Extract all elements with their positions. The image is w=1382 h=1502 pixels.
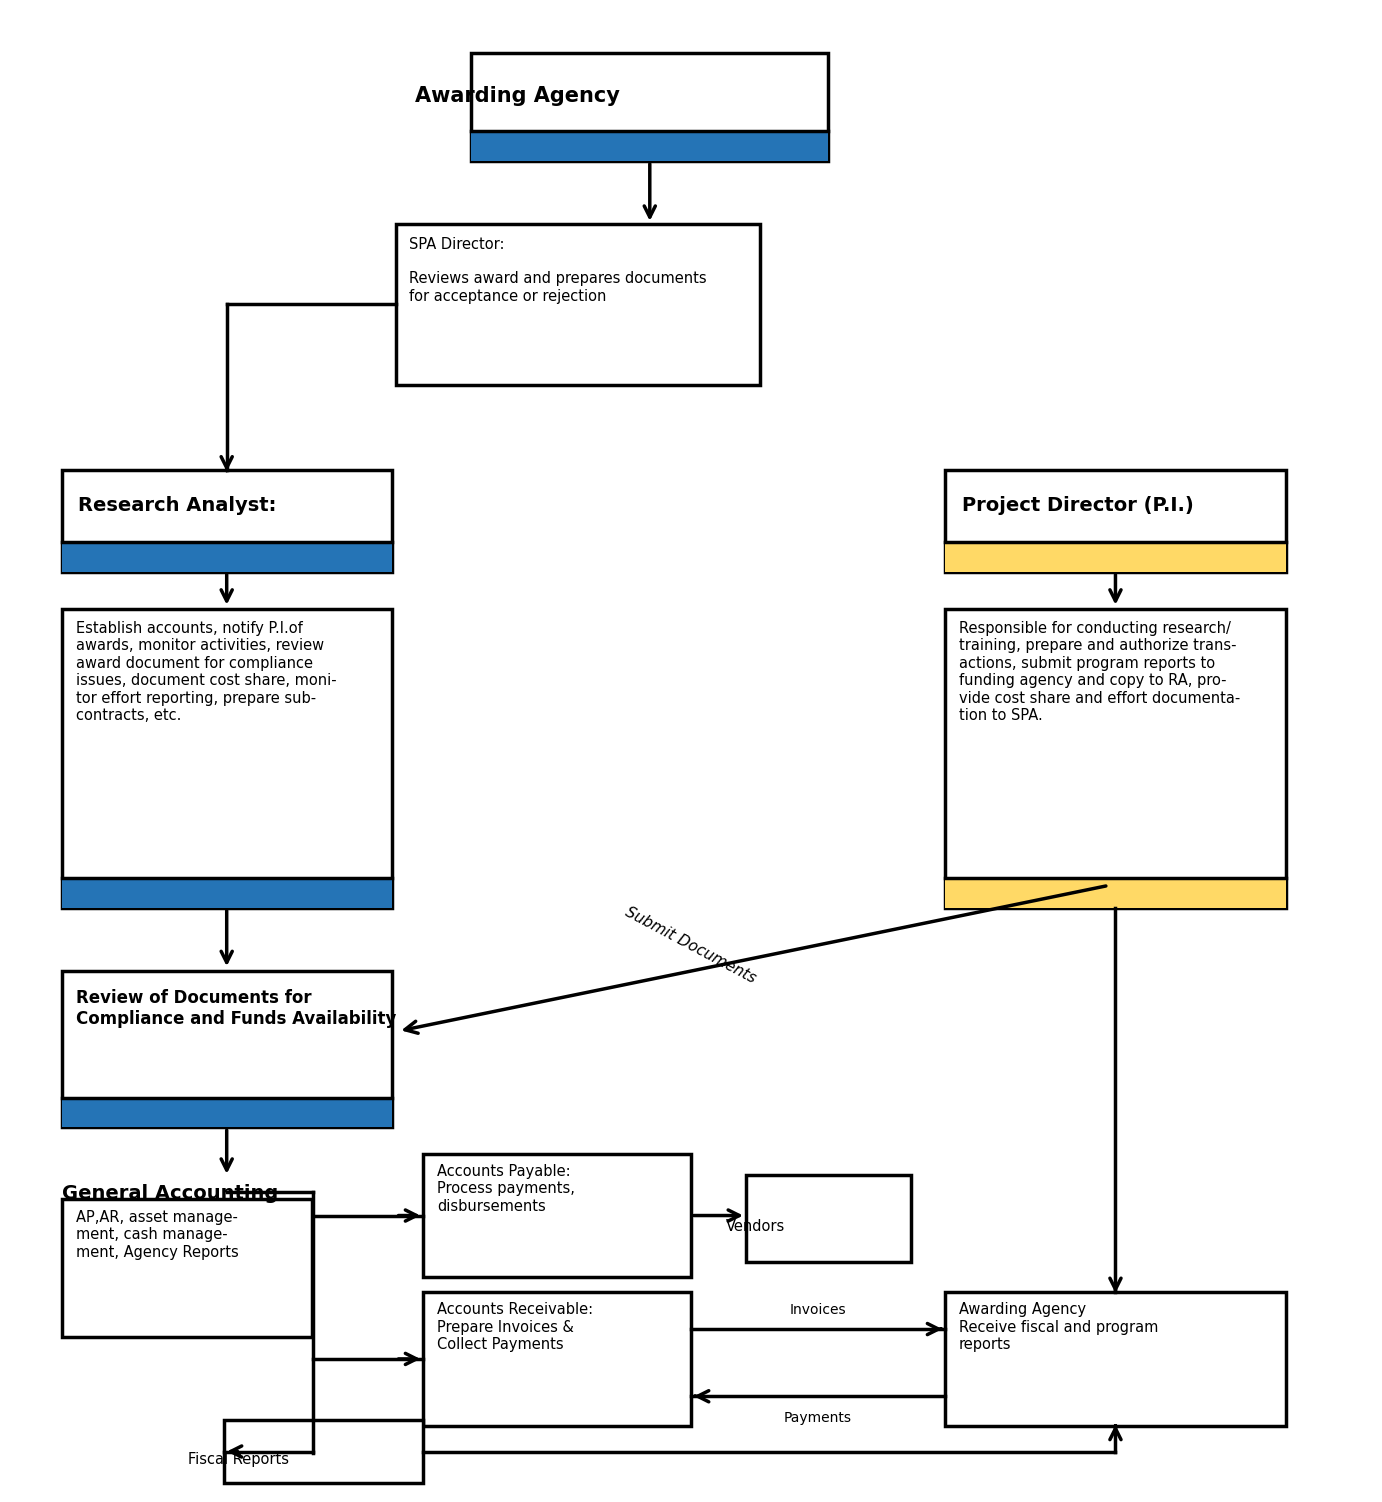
Text: Fiscal Reports: Fiscal Reports [188, 1451, 289, 1466]
Text: Accounts Receivable:
Prepare Invoices &
Collect Payments: Accounts Receivable: Prepare Invoices & … [437, 1302, 593, 1352]
Bar [471, 54, 828, 161]
Bar [62, 879, 391, 907]
Text: SPA Director:

Reviews award and prepares documents
for acceptance or rejection: SPA Director: Reviews award and prepares… [409, 237, 708, 303]
Bar [471, 131, 828, 161]
Text: Responsible for conducting research/
training, prepare and authorize trans-
acti: Responsible for conducting research/ tra… [959, 620, 1240, 722]
Bar [945, 470, 1285, 572]
Text: Establish accounts, notify P.I.of
awards, monitor activities, review
award docum: Establish accounts, notify P.I.of awards… [76, 620, 336, 722]
Text: Submit Documents: Submit Documents [623, 904, 759, 985]
Bar [62, 1098, 391, 1128]
Text: Awarding Agency
Receive fiscal and program
reports: Awarding Agency Receive fiscal and progr… [959, 1302, 1158, 1352]
Bar [423, 1292, 691, 1425]
Bar [945, 1292, 1285, 1425]
Bar [395, 224, 760, 385]
Text: Research Analyst:: Research Analyst: [79, 496, 276, 515]
Text: AP,AR, asset manage-
ment, cash manage-
ment, Agency Reports: AP,AR, asset manage- ment, cash manage- … [76, 1211, 238, 1260]
Text: Project Director (P.I.): Project Director (P.I.) [962, 496, 1194, 515]
Bar [423, 1155, 691, 1277]
Bar [945, 879, 1285, 907]
Bar [224, 1421, 423, 1482]
Bar [62, 970, 391, 1128]
Text: Payments: Payments [784, 1412, 853, 1425]
Bar [945, 542, 1285, 572]
Bar [62, 1199, 312, 1337]
Bar [945, 610, 1285, 907]
Text: General Accounting: General Accounting [62, 1184, 278, 1203]
Text: Invoices: Invoices [789, 1304, 846, 1317]
Text: Awarding Agency: Awarding Agency [415, 86, 621, 105]
Bar [62, 542, 391, 572]
Text: Accounts Payable:
Process payments,
disbursements: Accounts Payable: Process payments, disb… [437, 1164, 575, 1214]
Bar [62, 610, 391, 907]
Bar [62, 470, 391, 572]
Text: Vendors: Vendors [726, 1218, 785, 1233]
Bar [746, 1175, 911, 1262]
Text: Review of Documents for
Compliance and Funds Availability: Review of Documents for Compliance and F… [76, 990, 397, 1029]
